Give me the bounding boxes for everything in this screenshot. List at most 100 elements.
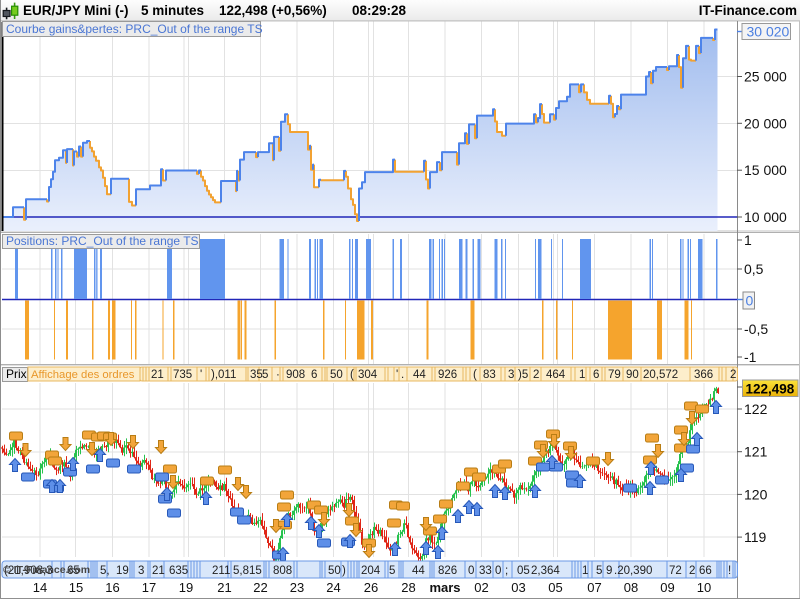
svg-text:Positions: PRC_Out of the rang: Positions: PRC_Out of the range TS (6, 234, 199, 248)
svg-text:119: 119 (744, 529, 767, 545)
svg-text:5: 5 (596, 565, 602, 577)
svg-text:28: 28 (401, 580, 415, 595)
svg-text:908: 908 (286, 369, 305, 381)
svg-text:(: ( (473, 369, 477, 381)
svg-text:-1: -1 (744, 349, 757, 365)
svg-text:·: · (276, 369, 280, 381)
svg-text:': ' (200, 369, 202, 381)
svg-text:2,364: 2,364 (531, 565, 560, 577)
svg-text:2: 2 (689, 565, 695, 577)
svg-text:Prix: Prix (6, 367, 27, 381)
svg-text:826: 826 (438, 565, 457, 577)
svg-text:Affichage des ordres: Affichage des ordres (31, 369, 135, 381)
svg-text:15: 15 (69, 580, 83, 595)
svg-text:20,572: 20,572 (643, 369, 678, 381)
svg-text:05: 05 (548, 580, 562, 595)
svg-text:© IT-Finance.com: © IT-Finance.com (3, 564, 90, 576)
svg-text:22: 22 (253, 580, 267, 595)
svg-text:1: 1 (579, 369, 585, 381)
svg-text:(: ( (350, 369, 354, 381)
svg-text:23: 23 (290, 580, 304, 595)
svg-text:808: 808 (273, 565, 292, 577)
svg-text:21: 21 (151, 369, 164, 381)
svg-text:50: 50 (330, 369, 343, 381)
svg-text:(21,908,3: (21,908,3 (4, 565, 53, 577)
svg-text:0: 0 (495, 565, 501, 577)
svg-text:02: 02 (474, 580, 488, 595)
svg-text:121: 121 (744, 444, 768, 460)
svg-text:50: 50 (328, 565, 341, 577)
svg-text:20 000: 20 000 (744, 115, 787, 131)
svg-text:3: 3 (138, 565, 144, 577)
svg-text:14: 14 (33, 580, 47, 595)
svg-text:26: 26 (364, 580, 378, 595)
svg-text:03: 03 (511, 580, 525, 595)
svg-text:05: 05 (517, 565, 530, 577)
svg-text:EUR/JPY Mini (-): EUR/JPY Mini (-) (23, 3, 129, 18)
svg-text:204: 204 (361, 565, 381, 577)
svg-text:735: 735 (173, 369, 192, 381)
svg-text:35: 35 (250, 369, 263, 381)
svg-text:): ) (342, 565, 346, 577)
svg-text:2: 2 (533, 369, 539, 381)
svg-text:90: 90 (626, 369, 639, 381)
svg-text:5,: 5, (100, 565, 110, 577)
svg-text:),011: ),011 (211, 369, 236, 381)
svg-text:44: 44 (413, 369, 426, 381)
svg-text:10: 10 (697, 580, 711, 595)
svg-text:16: 16 (105, 580, 119, 595)
svg-text:79: 79 (608, 369, 621, 381)
svg-text:08: 08 (624, 580, 638, 595)
svg-text:Courbe gains&pertes: PRC_Out o: Courbe gains&pertes: PRC_Out of the rang… (6, 22, 263, 36)
svg-text:926: 926 (438, 369, 457, 381)
svg-text:15 000: 15 000 (744, 162, 787, 178)
svg-text:5: 5 (389, 565, 395, 577)
svg-text:07: 07 (587, 580, 601, 595)
svg-text:!: ! (728, 565, 731, 577)
svg-text:21: 21 (217, 580, 231, 595)
svg-text:122,498: 122,498 (746, 382, 795, 397)
svg-text:.20,390: .20,390 (614, 565, 652, 577)
svg-text:19: 19 (116, 565, 129, 577)
svg-text:66: 66 (699, 565, 712, 577)
svg-text:635: 635 (169, 565, 188, 577)
svg-text:17: 17 (142, 580, 156, 595)
svg-text:1: 1 (744, 232, 752, 248)
svg-text:122,498 (+0,56%): 122,498 (+0,56%) (219, 3, 327, 18)
svg-text:;: ; (505, 565, 508, 577)
svg-text:122: 122 (744, 401, 768, 417)
svg-text:25 000: 25 000 (744, 69, 787, 85)
svg-text:10 000: 10 000 (744, 209, 787, 225)
svg-text:65: 65 (67, 565, 80, 577)
svg-text:5: 5 (262, 369, 268, 381)
svg-text:120: 120 (744, 486, 768, 502)
svg-text:09: 09 (660, 580, 674, 595)
svg-text:.: . (401, 369, 404, 381)
svg-text:3: 3 (508, 369, 514, 381)
svg-text:9: 9 (606, 565, 612, 577)
svg-text:mars: mars (429, 580, 460, 595)
svg-text:': ' (396, 369, 398, 381)
svg-text:2: 2 (730, 369, 736, 381)
svg-text:IT-Finance.com: IT-Finance.com (699, 3, 797, 18)
svg-text:211: 211 (212, 565, 230, 577)
svg-text:)5: )5 (518, 369, 528, 381)
svg-text:464: 464 (546, 369, 566, 381)
svg-text:08:29:28: 08:29:28 (352, 3, 407, 18)
svg-text:19: 19 (179, 580, 193, 595)
svg-text:6: 6 (311, 369, 317, 381)
svg-text:24: 24 (326, 580, 340, 595)
svg-text:366: 366 (694, 369, 713, 381)
svg-text:-0,5: -0,5 (744, 321, 768, 337)
svg-text:0: 0 (468, 565, 474, 577)
svg-text:304: 304 (358, 369, 378, 381)
svg-text:33: 33 (479, 565, 492, 577)
svg-text:83: 83 (483, 369, 496, 381)
svg-text:5 minutes: 5 minutes (141, 3, 204, 18)
svg-text:6: 6 (593, 369, 599, 381)
svg-text:72: 72 (669, 565, 682, 577)
svg-text:30 020: 30 020 (747, 24, 790, 40)
svg-text:44: 44 (412, 565, 425, 577)
svg-text:5,815: 5,815 (233, 565, 262, 577)
svg-text:21: 21 (152, 565, 165, 577)
